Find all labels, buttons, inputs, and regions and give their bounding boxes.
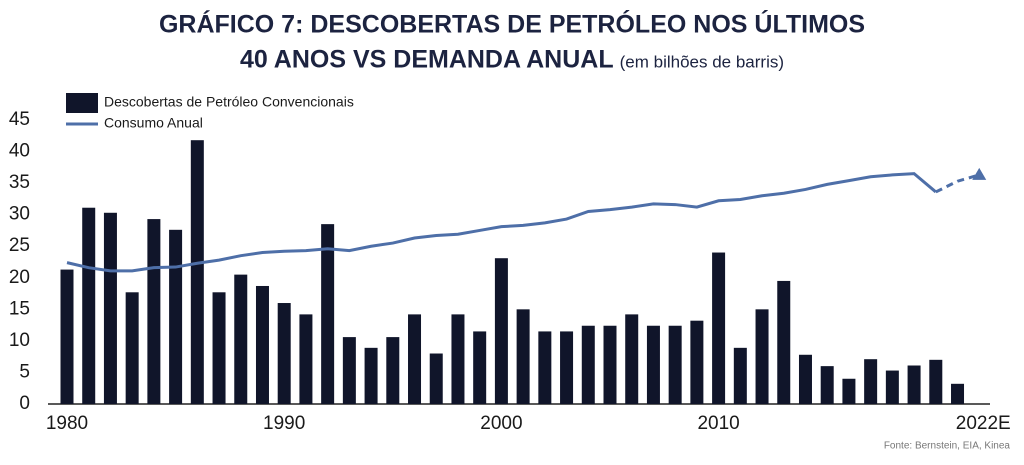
line-forecast xyxy=(935,173,980,194)
bar xyxy=(386,337,400,404)
bar xyxy=(277,303,291,404)
x-tick-label: 2010 xyxy=(697,413,739,434)
bar xyxy=(625,314,639,404)
bar xyxy=(212,292,226,404)
y-tick-label: 25 xyxy=(9,235,30,256)
x-tick-label: 1980 xyxy=(46,413,88,434)
y-tick-label: 15 xyxy=(9,298,30,319)
bar xyxy=(690,320,704,404)
y-tick-label: 35 xyxy=(9,172,30,193)
title-line-1: GRÁFICO 7: DESCOBERTAS DE PETRÓLEO NOS Ú… xyxy=(159,9,865,39)
bar xyxy=(103,212,117,404)
y-tick-label: 5 xyxy=(19,361,30,382)
bar xyxy=(907,365,921,404)
bar xyxy=(364,347,378,404)
bar xyxy=(408,314,422,404)
x-tick-label: 1990 xyxy=(263,413,305,434)
bar xyxy=(581,325,595,404)
y-tick-label: 40 xyxy=(9,141,30,162)
bar xyxy=(777,280,791,404)
bar xyxy=(538,331,552,404)
bar xyxy=(516,309,530,404)
bar xyxy=(60,269,74,404)
legend-swatch xyxy=(66,93,98,113)
bar xyxy=(929,359,943,404)
x-tick-label: 2022E xyxy=(956,413,1011,434)
bar xyxy=(733,347,747,404)
bar xyxy=(494,258,508,404)
bar xyxy=(668,325,682,404)
bar xyxy=(473,331,487,404)
bar xyxy=(798,354,812,404)
source: Fonte: Bernstein, EIA, Kinea xyxy=(884,441,1011,452)
bar xyxy=(147,219,161,404)
bar xyxy=(885,370,899,404)
legend-label: Descobertas de Petróleo Convencionais xyxy=(104,94,354,110)
subtitle: (em bilhões de barris) xyxy=(620,52,784,71)
y-tick-label: 0 xyxy=(19,393,30,414)
bar xyxy=(321,224,335,404)
legend-label: Consumo Anual xyxy=(104,115,203,131)
forecast-marker xyxy=(972,167,987,180)
bar xyxy=(712,252,726,404)
bar xyxy=(82,207,96,404)
bar xyxy=(299,314,313,404)
bar xyxy=(842,378,856,404)
line-series xyxy=(66,172,937,273)
bar xyxy=(451,314,465,404)
x-tick-label: 2000 xyxy=(480,413,522,434)
bar xyxy=(255,285,269,404)
y-tick-label: 45 xyxy=(9,109,30,130)
bar xyxy=(169,229,183,404)
bar xyxy=(560,331,574,404)
y-tick-label: 20 xyxy=(9,267,30,288)
y-tick-label: 10 xyxy=(9,330,30,351)
bar xyxy=(864,359,878,404)
bar xyxy=(190,140,204,404)
bar xyxy=(125,292,139,404)
y-tick-label: 30 xyxy=(9,204,30,225)
bar xyxy=(603,325,617,404)
bar xyxy=(342,337,356,404)
bar xyxy=(234,274,248,404)
bar xyxy=(429,353,443,404)
bar xyxy=(820,366,834,404)
bar xyxy=(951,383,965,404)
title-line-2: 40 ANOS VS DEMANDA ANUAL xyxy=(240,46,614,74)
bar xyxy=(646,325,660,404)
bar xyxy=(755,309,769,404)
